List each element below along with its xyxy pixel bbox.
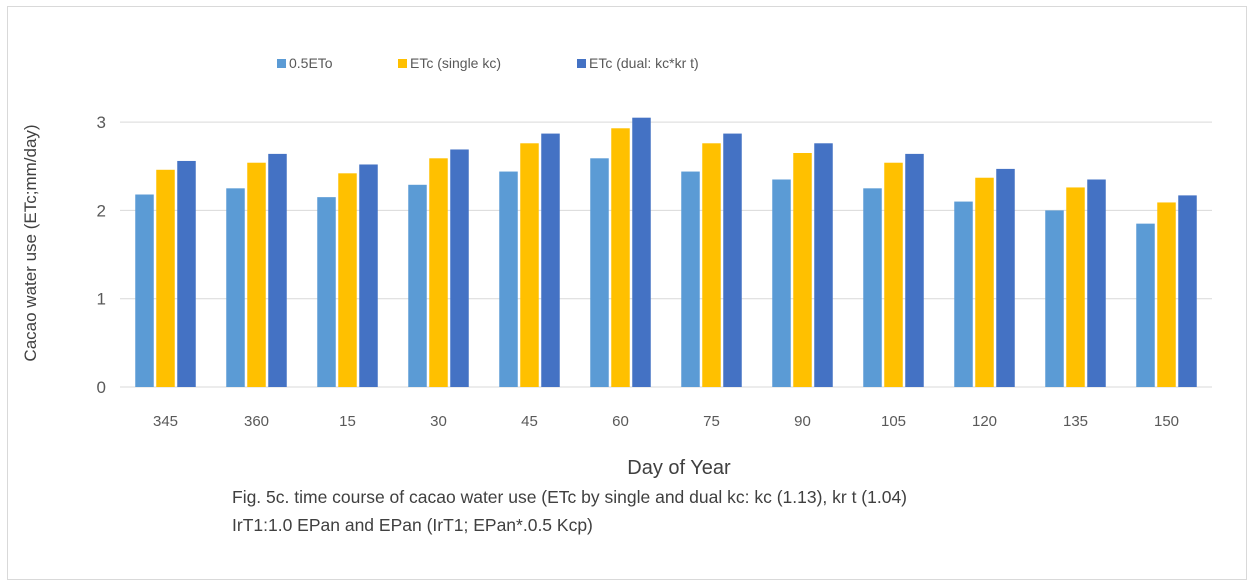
bar — [247, 162, 266, 387]
figure-caption-line-1: Fig. 5c. time course of cacao water use … — [232, 487, 908, 507]
bar — [996, 168, 1015, 387]
bar — [954, 201, 973, 387]
x-tick-label: 60 — [612, 413, 629, 430]
bar — [975, 177, 994, 387]
bar — [632, 117, 651, 387]
x-tick-label: 30 — [430, 413, 447, 430]
bars — [135, 117, 1197, 387]
bar — [884, 162, 903, 387]
bar — [408, 184, 427, 387]
bar — [611, 128, 630, 387]
x-tick-label: 150 — [1154, 413, 1179, 430]
bar — [359, 164, 378, 387]
bar — [681, 171, 700, 387]
figure-caption-line-2: IrT1:1.0 EPan and EPan (IrT1; EPan*.0.5 … — [232, 515, 593, 535]
bar — [520, 143, 539, 387]
x-tick-label: 105 — [881, 413, 906, 430]
bar — [772, 179, 791, 387]
bar — [499, 171, 518, 387]
bar — [268, 153, 287, 387]
x-tick-label: 360 — [244, 413, 269, 430]
legend-label: ETc (single kc) — [410, 55, 501, 71]
bar — [1087, 179, 1106, 387]
x-tick-label: 120 — [972, 413, 997, 430]
bar — [814, 143, 833, 387]
x-tick-labels: 345 360 15 30 45 60 75 90 105 120 135 150 — [153, 413, 1179, 430]
y-tick-labels: 0 1 2 3 — [97, 113, 106, 397]
bar — [156, 169, 175, 387]
x-tick-label: 75 — [703, 413, 720, 430]
bar — [723, 133, 742, 387]
bar — [541, 133, 560, 387]
bar — [450, 149, 469, 387]
x-tick-label: 45 — [521, 413, 538, 430]
x-axis-label: Day of Year — [627, 457, 731, 479]
legend-label: ETc (dual: kc*kr t) — [589, 55, 699, 71]
bar — [317, 197, 336, 387]
bar — [135, 194, 154, 387]
bar — [1136, 223, 1155, 387]
bar — [863, 188, 882, 387]
bar — [1178, 195, 1197, 387]
x-tick-label: 90 — [794, 413, 811, 430]
bar — [429, 158, 448, 387]
y-tick-label: 1 — [97, 290, 106, 309]
gridlines — [120, 121, 1212, 388]
legend-swatch — [398, 59, 407, 68]
bar — [793, 153, 812, 387]
x-tick-label: 345 — [153, 413, 178, 430]
x-tick-label: 15 — [339, 413, 356, 430]
bar — [590, 158, 609, 387]
bar — [1066, 187, 1085, 387]
bar — [177, 160, 196, 387]
y-tick-label: 3 — [97, 113, 106, 132]
bar — [1045, 210, 1064, 387]
y-axis-label: Cacao water use (ETc;mm/day) — [21, 124, 40, 361]
bar — [338, 173, 357, 387]
legend-swatch — [277, 59, 286, 68]
bar — [905, 153, 924, 387]
legend-label: 0.5ETo — [289, 55, 333, 71]
legend: 0.5ETo ETc (single kc) ETc (dual: kc*kr t) — [277, 55, 699, 71]
bar — [1157, 202, 1176, 387]
legend-swatch — [577, 59, 586, 68]
x-tick-label: 135 — [1063, 413, 1088, 430]
bar — [702, 143, 721, 387]
y-tick-label: 0 — [97, 378, 106, 397]
bar — [226, 188, 245, 387]
y-tick-label: 2 — [97, 201, 106, 220]
